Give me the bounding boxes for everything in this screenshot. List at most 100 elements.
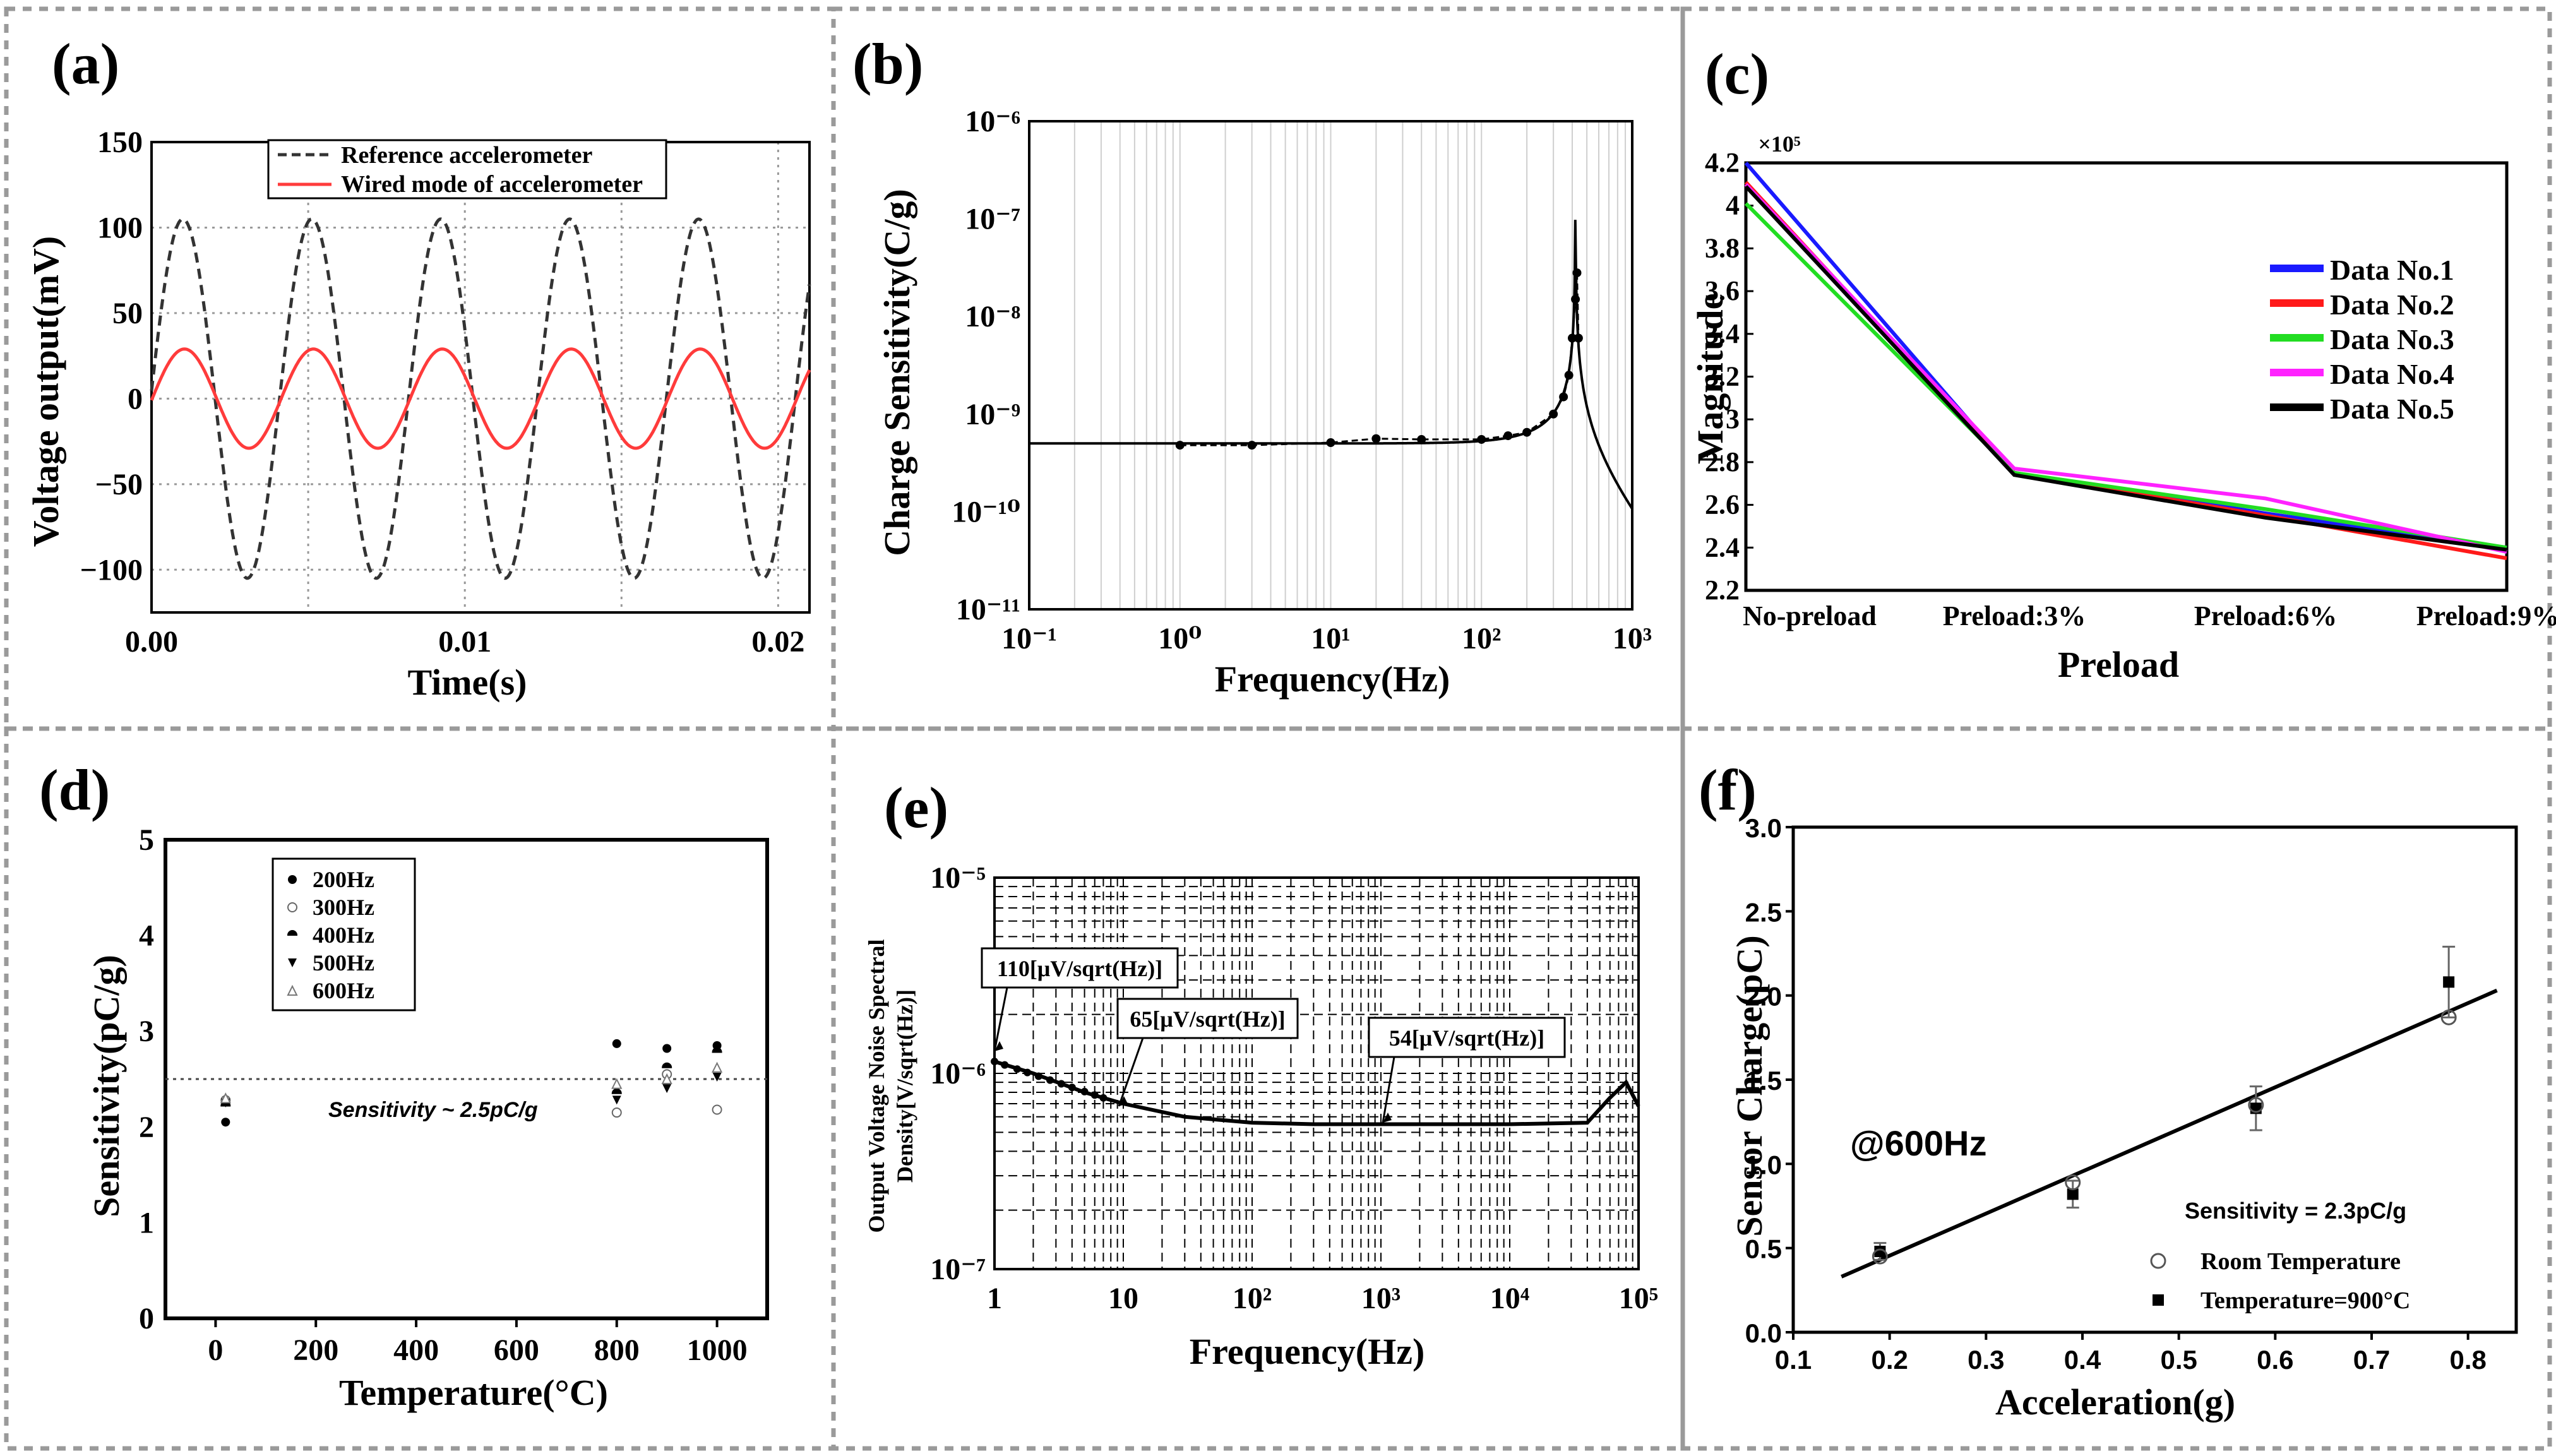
point-marker [220, 1092, 231, 1104]
y-tick-label: 3.2 [1705, 361, 1740, 392]
fit-line [1841, 988, 2498, 1279]
point-marker [711, 1061, 723, 1073]
series-data-no-5 [1744, 185, 2507, 552]
x-tick-label: 0.1 [1775, 1345, 1812, 1375]
legend-label: Data No.2 [2330, 289, 2454, 321]
panel-borders [4, 6, 2552, 1451]
point-marker [287, 930, 298, 936]
panel-d-ylabel: Sensitivity(pC/g) [86, 955, 127, 1217]
y-tick-label: 10⁻⁶ [965, 105, 1020, 138]
x-tick-label: 10¹ [1311, 622, 1350, 655]
annotation-arrowhead [1119, 1096, 1128, 1106]
noise-marker [1024, 1068, 1032, 1077]
point-marker [612, 1039, 621, 1048]
point-marker [221, 1118, 230, 1127]
legend-label: Data No.4 [2330, 358, 2454, 390]
y-tick-label: 0.5 [1745, 1234, 1782, 1264]
y-tick-label: 10⁻⁸ [965, 300, 1020, 333]
legend-swatch-900 [2153, 1294, 2164, 1306]
panel-e-xlabel: Frequency(Hz) [1190, 1331, 1425, 1372]
y-tick-label: 3 [139, 1015, 154, 1048]
point-marker [611, 1088, 622, 1094]
plot-frame [164, 838, 769, 1320]
measured-point [1574, 333, 1583, 343]
x-tick-label: Preload:3% [1943, 600, 2086, 631]
panel-e-ylabel-2: Density[V/sqrt(Hz)] [892, 989, 917, 1183]
border-f [1680, 726, 2552, 1451]
x-tick-label: 0.3 [1968, 1345, 2004, 1375]
x-tick-label: 200 [293, 1334, 338, 1367]
border-b [831, 6, 1685, 731]
x-tick-label: 400 [393, 1334, 439, 1367]
y-tick-label: 3.6 [1705, 275, 1740, 306]
y-tick-label: 100 [97, 211, 143, 244]
point-marker [661, 1073, 672, 1084]
series-data-no-3 [1744, 202, 2507, 550]
y-tick-label: 4 [139, 919, 154, 953]
measured-point [1326, 438, 1335, 448]
x-tick-label: 10⁵ [1619, 1282, 1658, 1315]
annotation-label: 110[μV/sqrt(Hz)] [997, 956, 1162, 981]
panel-label-f: (f) [1699, 758, 1757, 822]
y-tick-label: −100 [80, 553, 143, 587]
point-temp-900 [1874, 1246, 1886, 1257]
x-tick-label: 0.4 [2064, 1345, 2101, 1375]
panel-c-xlabel: Preload [2058, 644, 2179, 685]
x-tick-label: Preload:6% [2194, 600, 2338, 631]
measured-point [1247, 441, 1257, 450]
annotation-frequency: @600Hz [1850, 1123, 1986, 1163]
y-tick-label: 4.2 [1705, 147, 1740, 178]
annotation-label: 65[μV/sqrt(Hz)] [1130, 1006, 1285, 1032]
measured-point [1549, 409, 1558, 419]
point-marker [662, 1062, 672, 1068]
annotation-arrow [993, 987, 1008, 1052]
legend-label-room: Room Temperature [2201, 1248, 2401, 1275]
y-tick-label: 0.0 [1745, 1318, 1782, 1348]
legend-box [267, 139, 667, 200]
y-tick-label: 0 [128, 382, 143, 415]
annotation-arrow [1382, 1056, 1395, 1123]
measured-point [1559, 392, 1568, 402]
x-tick-label: 10⁻¹ [1001, 622, 1057, 655]
x-tick-label: 10⁰ [1158, 622, 1202, 655]
reference-label: Sensitivity ~ 2.5pC/g [328, 1098, 538, 1122]
y-tick-label: 10⁻¹¹ [956, 593, 1020, 626]
series-wired-mode [150, 347, 811, 450]
x-tick-label: 10 [1108, 1282, 1138, 1315]
annotation-box [1116, 998, 1299, 1039]
measured-point [1572, 268, 1582, 278]
panel-f-chart: 3.0 2.5 2.0 1.5 1.0 0.5 0.00.1 0.2 0.3 0.4 0.5 0.6 0… [1745, 813, 2518, 1375]
panel-label-c: (c) [1705, 42, 1769, 106]
y-tick-label: 2.4 [1705, 532, 1740, 563]
y-tick-label: 2 [139, 1111, 154, 1144]
point-room-temp [2065, 1174, 2081, 1191]
measured-point [1417, 434, 1426, 444]
legend-label: Data No.5 [2330, 393, 2454, 425]
y-tick-label: 10⁻⁵ [930, 861, 986, 895]
legend-label: 300Hz [313, 895, 374, 920]
measured-point [1571, 294, 1580, 304]
measured-point [1564, 371, 1574, 380]
x-tick-label: 800 [594, 1334, 640, 1367]
point-marker [662, 1044, 672, 1053]
legend-swatch-room [2150, 1253, 2166, 1269]
y-tick-label: 5 [139, 823, 154, 857]
panel-d-xlabel: Temperature(°C) [339, 1372, 608, 1413]
measured-point [1503, 431, 1513, 441]
point-marker [611, 1107, 622, 1118]
y-tick-label: 2.0 [1745, 982, 1782, 1011]
x-tick-label: 10² [1233, 1282, 1272, 1315]
y-tick-label: 10⁻⁷ [930, 1253, 986, 1286]
panel-label-d: (d) [39, 758, 110, 822]
panel-label-a: (a) [52, 32, 119, 96]
legend-label-900: Temperature=900°C [2201, 1287, 2410, 1314]
noise-marker [1090, 1091, 1099, 1099]
point-room-temp [2248, 1097, 2264, 1113]
x-tick-label: 0 [208, 1334, 223, 1367]
y-tick-label: 10⁻⁹ [965, 398, 1020, 431]
panel-a-xlabel: Time(s) [407, 662, 527, 703]
